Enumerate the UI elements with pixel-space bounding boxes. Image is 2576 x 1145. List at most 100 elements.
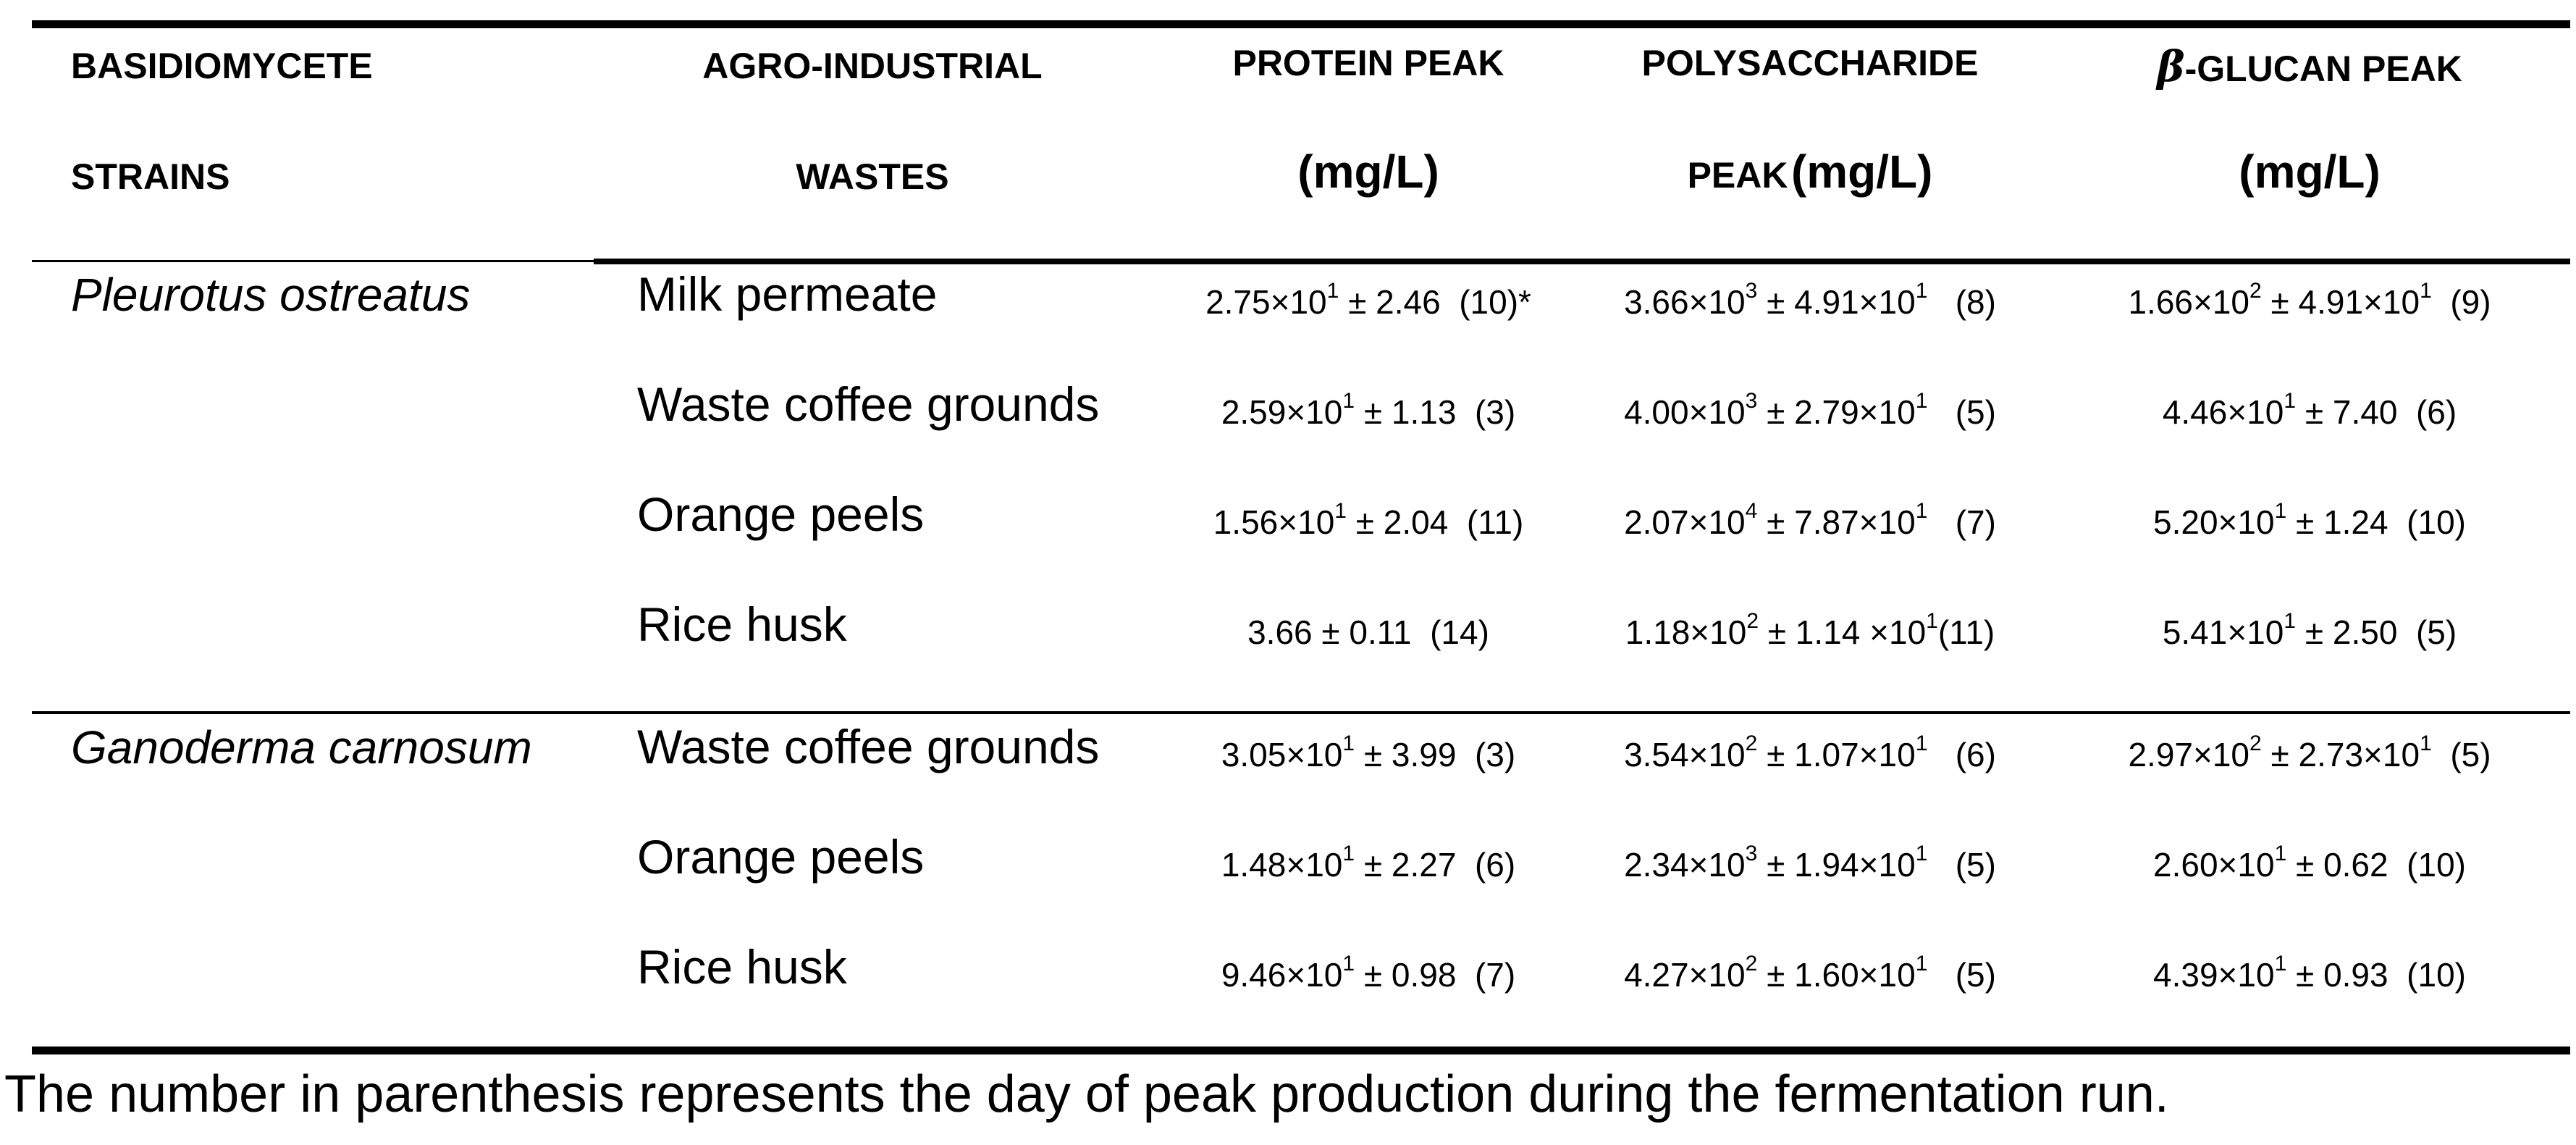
cell-sd: ± 1.07×10 [1757, 736, 1916, 773]
cell-mean: 3.05×10 [1221, 736, 1343, 773]
cell-mean: 4.00×10 [1624, 393, 1746, 431]
cell-sd-exponent: 1 [1915, 951, 1928, 976]
cell-mean: 1.48×10 [1221, 846, 1343, 884]
cell-mean-exponent: 3 [1745, 388, 1758, 413]
cell-poly: 2.07×104 ± 7.87×101 (7) [1593, 500, 2027, 542]
header-rule-right [594, 259, 2570, 264]
header-strains-line2: strains [71, 156, 230, 197]
footnote: The number in parenthesis represents the… [4, 1065, 2169, 1123]
cell-mean: 2.97×10 [2128, 736, 2250, 773]
cell-sd: ± 0.62 [2286, 846, 2388, 884]
cell-sd-exponent: 1 [1915, 841, 1928, 865]
cell-day: (14) [1411, 613, 1489, 651]
cell-mean-exponent: 1 [1342, 951, 1355, 976]
cell-day: (6) [1456, 846, 1516, 884]
cell-protein: 1.48×101 ± 2.27 (6) [1151, 841, 1586, 884]
cell-glucan: 4.39×101 ± 0.93 (10) [2056, 951, 2563, 994]
cell-protein: 2.75×101 ± 2.46 (10)* [1151, 278, 1586, 322]
cell-day: (8) [1927, 283, 1996, 321]
cell-sd: ± 0.11 [1312, 613, 1412, 651]
cell-mean-exponent: 1 [2274, 498, 2287, 523]
cell-sd-exponent: 1 [1915, 731, 1928, 755]
cell-glucan: 2.60×101 ± 0.62 (10) [2056, 841, 2563, 884]
cell-mean: 2.59×10 [1221, 393, 1343, 431]
cell-sd: ± 1.94×10 [1757, 846, 1916, 884]
cell-sd: ± 1.24 [2286, 503, 2388, 541]
cell-day: (5) [1927, 846, 1996, 884]
header-poly-2: peak (mg/L) [1593, 145, 2027, 198]
cell-protein: 9.46×101 ± 0.98 (7) [1151, 951, 1586, 994]
cell-sd: ± 1.13 [1355, 393, 1457, 431]
cell-mean-exponent: 1 [1342, 841, 1355, 865]
cell-day: (5) [1927, 393, 1996, 431]
cell-day: (6) [1927, 736, 1996, 773]
cell-mean: 3.66 [1247, 613, 1313, 651]
cell-sd: ± 2.04 [1346, 503, 1449, 541]
cell-sd-exponent: 1 [1926, 608, 1938, 633]
cell-poly: 2.34×103 ± 1.94×101 (5) [1593, 841, 2027, 884]
header-wastes-line1: Agro-industrial [702, 46, 1043, 86]
cell-sd: ± 2.50 [2296, 613, 2398, 651]
cell-glucan: 5.41×101 ± 2.50 (5) [2056, 610, 2563, 652]
cell-poly: 4.00×103 ± 2.79×101 (5) [1593, 390, 2027, 432]
cell-mean: 3.66×10 [1624, 283, 1746, 321]
cell-mean: 5.20×10 [2153, 503, 2275, 541]
cell-mean-exponent: 2 [1746, 608, 1759, 633]
cell-day: (3) [1456, 736, 1516, 773]
cell-mean-exponent: 3 [1745, 278, 1758, 303]
cell-day: (10) [2388, 956, 2466, 994]
cell-protein: 1.56×101 ± 2.04 (11) [1151, 500, 1586, 542]
cell-protein: 3.05×101 ± 3.99 (3) [1151, 732, 1586, 774]
cell-mean-exponent: 1 [1326, 278, 1339, 303]
header-glucan: β-glucan peak [2056, 42, 2563, 91]
cell-mean-exponent: 1 [1342, 731, 1355, 755]
table-bottom-rule [32, 1047, 2570, 1054]
waste-name: Waste coffee grounds [637, 720, 1100, 773]
cell-mean: 4.46×10 [2162, 393, 2284, 431]
cell-glucan: 5.20×101 ± 1.24 (10) [2056, 500, 2563, 542]
strain-name: Ganoderma carnosum [71, 721, 532, 773]
cell-day: (10) [2388, 503, 2466, 541]
header-glucan-line1: -glucan peak [2184, 49, 2462, 89]
waste-name: Waste coffee grounds [637, 377, 1100, 431]
header-glucan-beta: β [2157, 42, 2185, 91]
table-top-rule [32, 20, 2570, 28]
waste-name: Orange peels [637, 830, 925, 884]
cell-sd: ± 1.60×10 [1757, 956, 1916, 994]
header-poly-unit: (mg/L) [1790, 146, 1933, 198]
cell-mean: 1.56×10 [1213, 503, 1335, 541]
cell-poly: 3.66×103 ± 4.91×101 (8) [1593, 278, 2027, 322]
cell-mean-exponent: 1 [2274, 951, 2287, 976]
cell-glucan: 4.46×101 ± 7.40 (6) [2056, 390, 2563, 432]
cell-day: (7) [1927, 503, 1996, 541]
cell-sd-exponent: 1 [1915, 498, 1928, 523]
cell-sd-exponent: 1 [1915, 388, 1928, 413]
cell-mean: 2.34×10 [1624, 846, 1746, 884]
cell-mean-exponent: 1 [1334, 498, 1347, 523]
header-wastes-line2: wastes [796, 156, 949, 197]
cell-day: (7) [1456, 956, 1516, 994]
cell-day: (10)* [1440, 283, 1531, 321]
cell-day: (11) [1937, 613, 1995, 651]
cell-sd: ± 2.73×10 [2261, 736, 2420, 773]
cell-mean-exponent: 1 [2284, 608, 2297, 633]
header-glucan-unit: (mg/L) [2239, 146, 2381, 198]
cell-mean-exponent: 1 [2284, 388, 2297, 413]
waste-name: Rice husk [637, 940, 847, 994]
header-strains: Basidiomycete [71, 45, 373, 87]
header-protein-unit: (mg/L) [1297, 146, 1439, 198]
cell-glucan: 2.97×102 ± 2.73×101 (5) [2056, 732, 2563, 774]
cell-mean: 3.54×10 [1624, 736, 1746, 773]
cell-mean-exponent: 1 [2274, 841, 2287, 865]
cell-sd: ± 2.27 [1355, 846, 1457, 884]
cell-sd: ± 7.40 [2296, 393, 2398, 431]
cell-day: (9) [2431, 283, 2491, 321]
cell-mean: 2.07×10 [1624, 503, 1746, 541]
header-wastes: Agro-industrial [637, 45, 1108, 87]
cell-sd: ± 2.79×10 [1757, 393, 1916, 431]
cell-protein: 3.66 ± 0.11 (14) [1151, 613, 1586, 652]
cell-mean-exponent: 2 [2249, 278, 2262, 303]
cell-day: (11) [1448, 503, 1524, 541]
cell-mean-exponent: 4 [1745, 498, 1758, 523]
cell-sd-exponent: 1 [2420, 278, 2432, 303]
